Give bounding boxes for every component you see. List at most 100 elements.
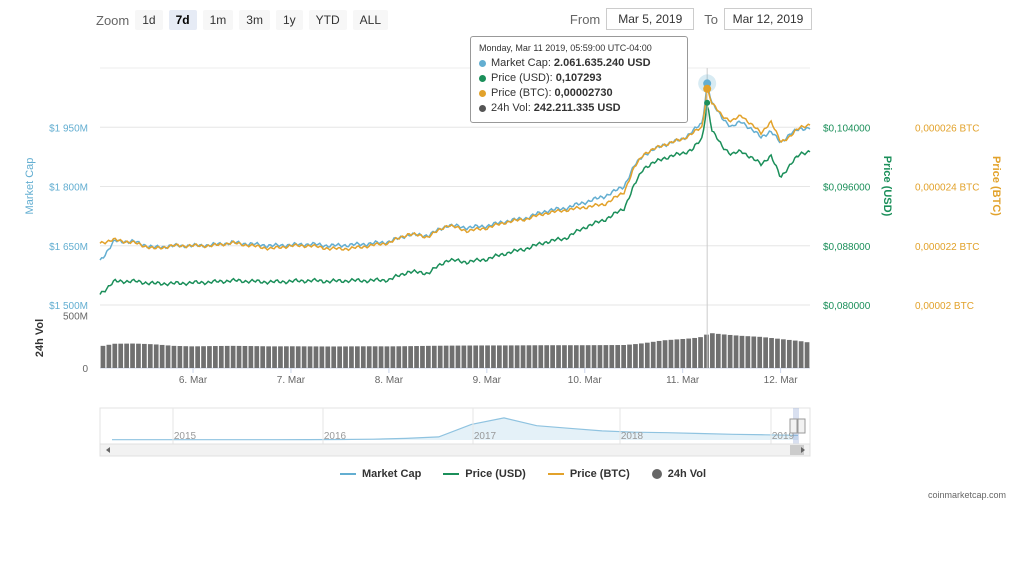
volume-bar: [786, 339, 792, 368]
price-btc-tick-label: 0,00002 BTC: [915, 301, 974, 312]
scroll-left-arrow-icon[interactable]: [106, 447, 110, 453]
source-credit[interactable]: coinmarketcap.com: [927, 490, 1006, 500]
date-range: From To: [560, 8, 812, 30]
market-cap-line-icon: [340, 473, 356, 475]
volume-tick-label: 500M: [63, 311, 88, 322]
legend-label: Market Cap: [362, 468, 422, 480]
volume-bar: [431, 345, 437, 368]
volume-bar: [497, 345, 502, 368]
volume-bar: [248, 346, 254, 368]
volume-bar: [715, 333, 721, 368]
tooltip-row-market-cap: Market Cap: 2.061.635.240 USD: [479, 56, 679, 71]
volume-bar: [514, 345, 520, 368]
navigator-right-handle[interactable]: [797, 418, 806, 434]
volume-bar: [686, 338, 692, 368]
from-date-input[interactable]: [606, 8, 695, 30]
volume-bar: [455, 345, 461, 368]
navigator-left-handle[interactable]: [789, 418, 798, 434]
tooltip-header: Monday, Mar 11 2019, 05:59:00 UTC-04:00: [479, 43, 652, 53]
price-usd-series-line[interactable]: [99, 104, 811, 295]
volume-bar: [603, 345, 609, 368]
volume-bar: [467, 345, 473, 368]
volume-bar: [597, 345, 603, 368]
volume-bar: [213, 346, 218, 368]
from-label: From: [569, 11, 601, 27]
volume-bar: [218, 345, 224, 368]
volume-bar: [396, 346, 402, 368]
zoom-3m-button[interactable]: 3m: [239, 10, 270, 30]
volume-bar: [136, 343, 141, 368]
volume-bar: [550, 345, 555, 368]
volume-bar: [544, 345, 550, 368]
legend-label: Price (BTC): [569, 468, 630, 480]
volume-bar: [414, 346, 419, 368]
volume-bar: [366, 346, 372, 368]
volume-bar: [360, 346, 366, 368]
zoom-7d-button[interactable]: 7d: [168, 10, 197, 30]
legend-item-market-cap[interactable]: Market Cap: [340, 468, 421, 480]
volume-bar: [130, 343, 135, 368]
zoom-1d-button[interactable]: 1d: [135, 10, 163, 30]
navigator-year-label: 2017: [474, 431, 497, 442]
market-cap-tick-label: $1 650M: [49, 242, 88, 253]
volume-bar: [337, 346, 342, 368]
volume-bar: [266, 346, 271, 368]
volume-bar: [804, 342, 810, 368]
volume-bar: [739, 335, 745, 368]
x-tick-label: 9. Mar: [473, 375, 502, 386]
navigator-year-label: 2018: [621, 431, 644, 442]
volume-axis-title: 24h Vol: [34, 319, 46, 357]
volume-bar: [437, 345, 443, 368]
volume-bar: [485, 345, 490, 368]
volume-bar: [177, 346, 183, 368]
scrollbar-thumb[interactable]: [790, 445, 804, 455]
volume-bar: [112, 343, 118, 368]
navigator-year-label: 2016: [324, 431, 347, 442]
navigator-year-label: 2019: [772, 431, 795, 442]
price-btc-series-line[interactable]: [99, 89, 811, 252]
chart-legend: Market Cap Price (USD) Price (BTC) 24h V…: [340, 468, 728, 480]
price-usd-line-icon: [443, 473, 460, 475]
market-cap-series-line[interactable]: [99, 84, 811, 261]
x-tick-label: 10. Mar: [568, 375, 603, 386]
volume-bar: [349, 346, 354, 368]
volume-bar: [775, 338, 780, 368]
price-btc-tick-label: 0,000022 BTC: [915, 242, 980, 253]
x-tick-label: 7. Mar: [277, 375, 306, 386]
legend-item-price-usd[interactable]: Price (USD): [443, 468, 526, 480]
price-btc-hover-point: [703, 84, 712, 93]
legend-item-volume[interactable]: 24h Vol: [651, 468, 706, 480]
volume-bar: [236, 345, 242, 368]
volume-bar: [615, 345, 621, 368]
zoom-bar: Zoom 1d 7d 1m 3m 1y YTD ALL: [96, 9, 394, 31]
volume-bar: [721, 334, 727, 368]
tooltip-row-price-btc: Price (BTC): 0,00002730: [479, 86, 679, 101]
tooltip-row-volume: 24h Vol: 242.211.335 USD: [479, 101, 679, 116]
volume-bar: [491, 345, 496, 368]
volume-bar: [384, 346, 390, 368]
volume-tick-label: 0: [82, 364, 88, 375]
volume-bar: [284, 346, 289, 368]
zoom-1m-button[interactable]: 1m: [202, 10, 234, 30]
volume-bar: [207, 346, 212, 368]
legend-item-price-btc[interactable]: Price (BTC): [547, 468, 630, 480]
volume-bar: [319, 346, 325, 368]
zoom-ytd-button[interactable]: YTD: [308, 10, 347, 30]
scroll-right-arrow-icon[interactable]: [801, 447, 805, 453]
volume-bar: [526, 345, 532, 368]
volume-bar: [710, 333, 715, 368]
volume-bar: [124, 343, 129, 368]
volume-bar: [420, 345, 425, 368]
volume-bar: [171, 345, 177, 368]
volume-bar: [408, 346, 413, 368]
volume-bar: [278, 346, 283, 368]
price-btc-dot-icon: [479, 90, 486, 97]
zoom-all-button[interactable]: ALL: [352, 10, 388, 30]
zoom-1y-button[interactable]: 1y: [275, 10, 303, 30]
price-usd-dot-icon: [479, 75, 486, 82]
to-date-input[interactable]: [724, 8, 812, 30]
volume-dot-icon: [479, 105, 486, 112]
navigator-scrollbar[interactable]: [99, 443, 811, 457]
volume-bar: [781, 339, 786, 368]
